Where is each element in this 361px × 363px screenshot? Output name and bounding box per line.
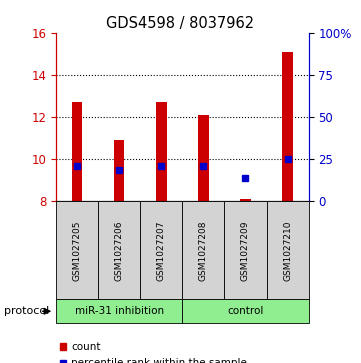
Text: miR-31 inhibition: miR-31 inhibition	[75, 306, 164, 316]
Text: control: control	[227, 306, 264, 316]
Bar	[114, 140, 125, 201]
Text: GSM1027208: GSM1027208	[199, 220, 208, 281]
Bar	[156, 102, 166, 201]
Bar	[282, 52, 293, 201]
Text: count: count	[71, 342, 101, 352]
Text: GSM1027205: GSM1027205	[73, 220, 82, 281]
Text: GSM1027206: GSM1027206	[115, 220, 123, 281]
Bar	[240, 199, 251, 201]
Text: GSM1027210: GSM1027210	[283, 220, 292, 281]
Text: GSM1027209: GSM1027209	[241, 220, 250, 281]
Text: GSM1027207: GSM1027207	[157, 220, 166, 281]
Bar	[198, 115, 209, 201]
Text: percentile rank within the sample: percentile rank within the sample	[71, 358, 247, 363]
Bar	[72, 102, 82, 201]
Text: GDS4598 / 8037962: GDS4598 / 8037962	[106, 16, 255, 31]
Text: protocol: protocol	[4, 306, 49, 316]
